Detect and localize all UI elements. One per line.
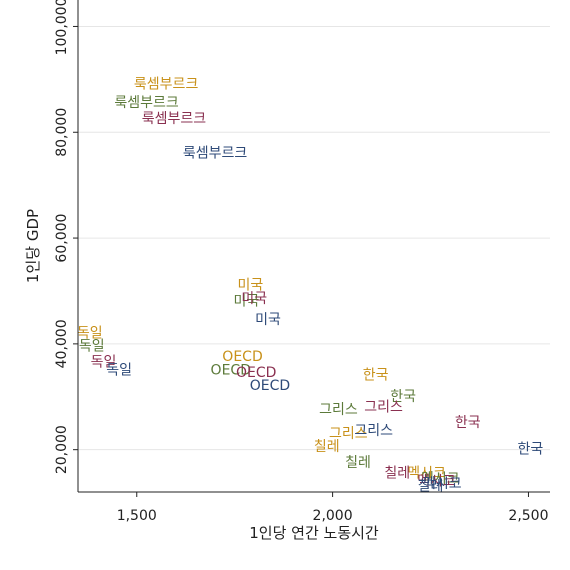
y-tick-label: 100,000 <box>54 0 70 55</box>
plot-frame-cover <box>0 492 570 570</box>
point-label: 한국 <box>390 389 416 405</box>
y-tick-label: 60,000 <box>54 214 70 263</box>
y-axis-ticks: 20,000 40,000 60,000 80,000 100,000 <box>54 0 78 474</box>
point-label: OECD <box>222 349 262 365</box>
point-label: 그리스 <box>319 402 358 418</box>
point-label: 미국 <box>255 312 281 328</box>
point-label: 그리스 <box>329 426 368 442</box>
point-label: 독일 <box>77 325 103 341</box>
point-label: 한국 <box>363 368 389 384</box>
point-label: 한국 <box>518 442 544 458</box>
point-label: 미국 <box>241 291 267 307</box>
point-labels: 룩셈부르크미국독일OECD한국그리스칠레멕시코룩셈부르크미국독일OECD한국그리… <box>77 77 544 495</box>
grid-lines <box>78 25 550 451</box>
point-label: 독일 <box>79 339 105 355</box>
point-label: OECD <box>211 362 251 378</box>
y-axis-title: 1인당 GDP <box>24 209 42 283</box>
point-label: 한국 <box>455 415 481 431</box>
point-label: 룩셈부르크 <box>114 95 179 111</box>
y-tick-label: 40,000 <box>54 319 70 368</box>
point-label: OECD <box>236 365 276 381</box>
point-label: 멕시코 <box>421 471 460 487</box>
point-label: 미국 <box>237 278 263 294</box>
point-label: 미국 <box>234 294 260 310</box>
point-label: 그리스 <box>354 423 393 439</box>
point-label: 멕시코 <box>417 473 456 489</box>
point-label: 독일 <box>106 362 132 378</box>
point-label: 룩셈부르크 <box>183 145 248 161</box>
point-label: OECD <box>250 378 290 394</box>
point-label: 칠레 <box>345 455 371 471</box>
point-label: 칠레 <box>314 439 340 455</box>
plot-background <box>78 0 550 492</box>
x-axis-title: 1인당 연간 노동시간 <box>249 524 379 542</box>
x-tick-label: 2,500 <box>508 508 548 524</box>
point-label: 멕시코 <box>407 465 446 481</box>
point-label: 칠레 <box>384 465 410 481</box>
point-label: 독일 <box>91 354 117 370</box>
x-tick-label: 1,500 <box>117 508 157 524</box>
y-tick-label: 80,000 <box>54 108 70 157</box>
point-label: 멕시코 <box>423 476 462 492</box>
x-tick-label: 2,000 <box>313 508 353 524</box>
point-label: 칠레 <box>418 479 444 495</box>
point-label: 룩셈부르크 <box>134 77 199 93</box>
point-label: 그리스 <box>364 399 403 415</box>
x-axis-ticks: 1,500 2,000 2,500 <box>117 492 549 524</box>
y-tick-label: 20,000 <box>54 425 70 474</box>
point-label: 룩셈부르크 <box>142 111 207 127</box>
